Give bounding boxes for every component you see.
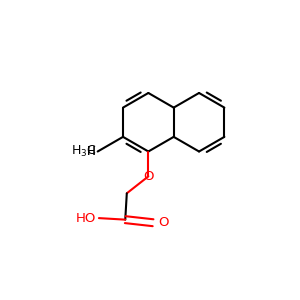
Text: O: O: [158, 216, 169, 229]
Text: H: H: [87, 145, 95, 158]
Text: HO: HO: [76, 212, 96, 225]
Text: H: H: [87, 145, 95, 158]
Text: O: O: [143, 170, 154, 183]
Text: $\mathregular{H_3C}$: $\mathregular{H_3C}$: [70, 144, 96, 159]
